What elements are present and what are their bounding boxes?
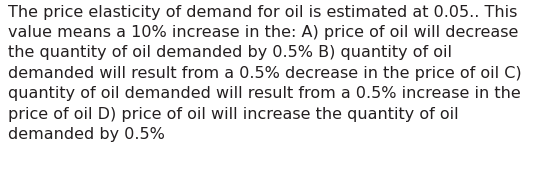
- Text: The price elasticity of demand for oil is estimated at 0.05.. This
value means a: The price elasticity of demand for oil i…: [8, 5, 522, 142]
